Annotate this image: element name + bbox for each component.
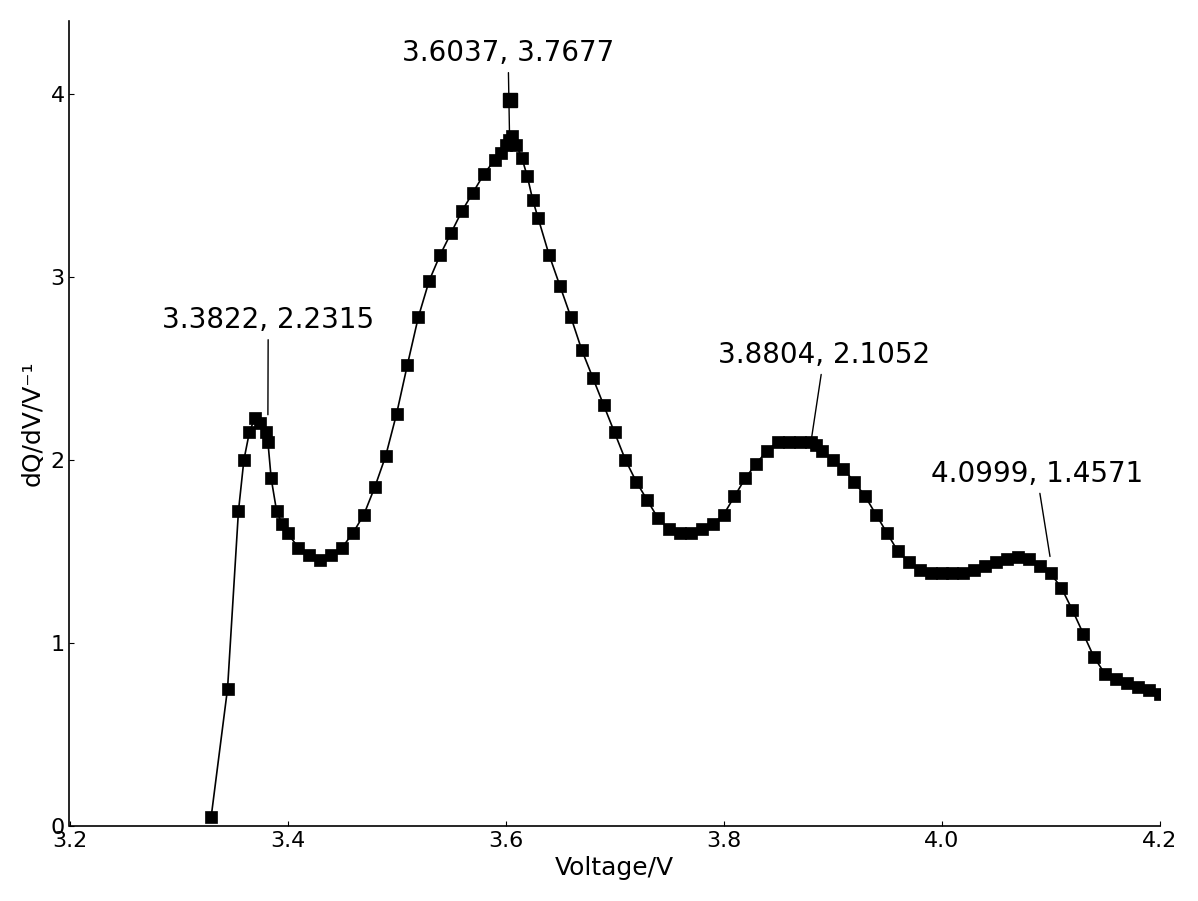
X-axis label: Voltage/V: Voltage/V: [555, 856, 674, 880]
Text: 3.3822, 2.2315: 3.3822, 2.2315: [162, 306, 374, 414]
Text: 3.8804, 2.1052: 3.8804, 2.1052: [718, 341, 930, 438]
Y-axis label: dQ/dV/V⁻¹: dQ/dV/V⁻¹: [20, 360, 44, 486]
Text: 3.6037, 3.7677: 3.6037, 3.7677: [403, 39, 615, 133]
Text: 4.0999, 1.4571: 4.0999, 1.4571: [931, 460, 1143, 557]
